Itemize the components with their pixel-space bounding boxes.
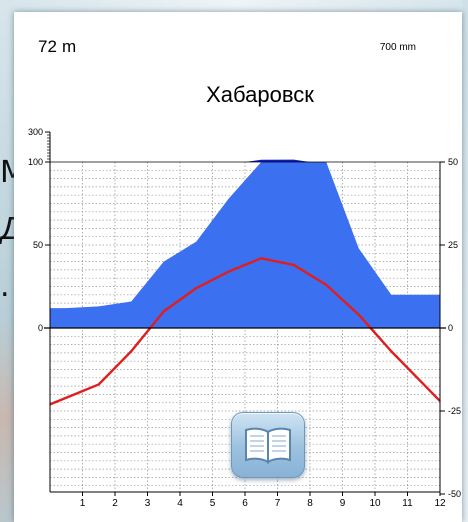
book-icon (245, 427, 291, 464)
month-label: 2 (112, 498, 118, 509)
right-axis-tick-label: 50 (448, 157, 458, 167)
month-label: 7 (275, 498, 281, 509)
annual-precipitation: 700 mm (380, 42, 416, 53)
left-axis-tick-label: 50 (33, 240, 43, 250)
precipitation-area (50, 162, 440, 328)
elevation-unit: m (62, 37, 76, 56)
right-axis-tick-label: 0 (448, 323, 453, 333)
month-label: 9 (340, 498, 346, 509)
month-label: 3 (145, 498, 151, 509)
month-label: 5 (210, 498, 216, 509)
elevation-value: 72 (38, 37, 57, 56)
chart-title: Хабаровск (206, 82, 314, 107)
background-window-left (0, 0, 14, 522)
right-axis-tick-label: -25 (448, 406, 461, 416)
background-window-top (0, 0, 468, 12)
climate-chart: 72 m 700 mm Хабаровск 05010030050250-25-… (28, 37, 461, 509)
temperature-line (49, 257, 441, 406)
book-button[interactable] (231, 412, 305, 478)
right-axis-tick-label: 25 (448, 240, 458, 250)
left-axis-tick-label: 0 (38, 323, 43, 333)
background-glyph: . (0, 269, 10, 304)
month-label: 1 (80, 498, 86, 509)
left-axis-tick-label: 100 (28, 157, 43, 167)
month-label: 4 (177, 498, 183, 509)
month-label: 8 (307, 498, 313, 509)
month-label: 11 (402, 498, 413, 509)
month-label: 10 (369, 498, 381, 509)
climate-diagram-panel: 72 m 700 mm Хабаровск 0 50 100 300 50 25 0 -25-… (14, 12, 462, 522)
month-label: 6 (242, 498, 248, 509)
precipitation-excess-area (245, 159, 310, 162)
left-axis-tick-label: 300 (28, 127, 43, 137)
background-window-right (462, 0, 468, 522)
month-label: 12 (434, 498, 446, 509)
right-axis-tick-label: -50 (448, 489, 461, 499)
